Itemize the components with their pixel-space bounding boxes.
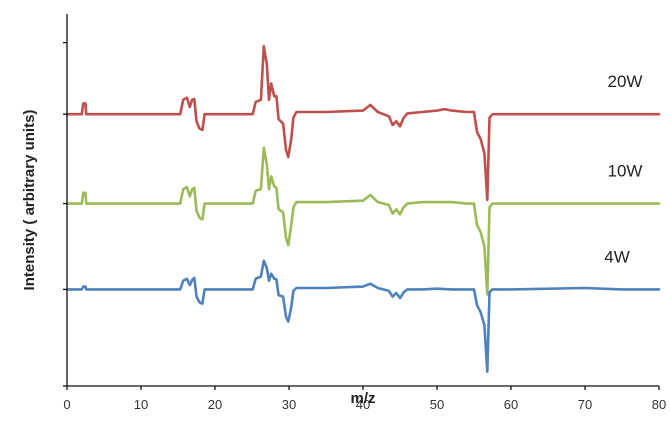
series-line-10W [65,146,661,296]
x-tick-label: 60 [504,397,518,412]
x-tick-label: 30 [282,397,296,412]
x-tick-label: 10 [134,397,148,412]
y-axis-ticks [63,41,67,387]
x-tick-labels: 0 10 20 30 40 50 60 70 80 [63,397,666,412]
series-labels: 20W 10W 4W [604,72,642,266]
series-label: 4W [604,247,630,266]
series-label: 20W [608,72,643,91]
series-label: 10W [608,162,643,181]
series-line-4W [65,259,661,373]
y-axis-title: Intensity ( arbitrary units) [21,110,38,291]
x-tick-label: 0 [63,397,70,412]
x-axis-title: m/z [350,390,375,407]
series-line-20W [65,44,661,202]
x-tick-label: 20 [208,397,222,412]
plot-lines [65,44,661,373]
x-tick-label: 50 [430,397,444,412]
x-tick-label: 40 [356,397,370,412]
x-tick-label: 70 [578,397,592,412]
x-tick-label: 80 [652,397,666,412]
x-axis-ticks [66,386,660,390]
